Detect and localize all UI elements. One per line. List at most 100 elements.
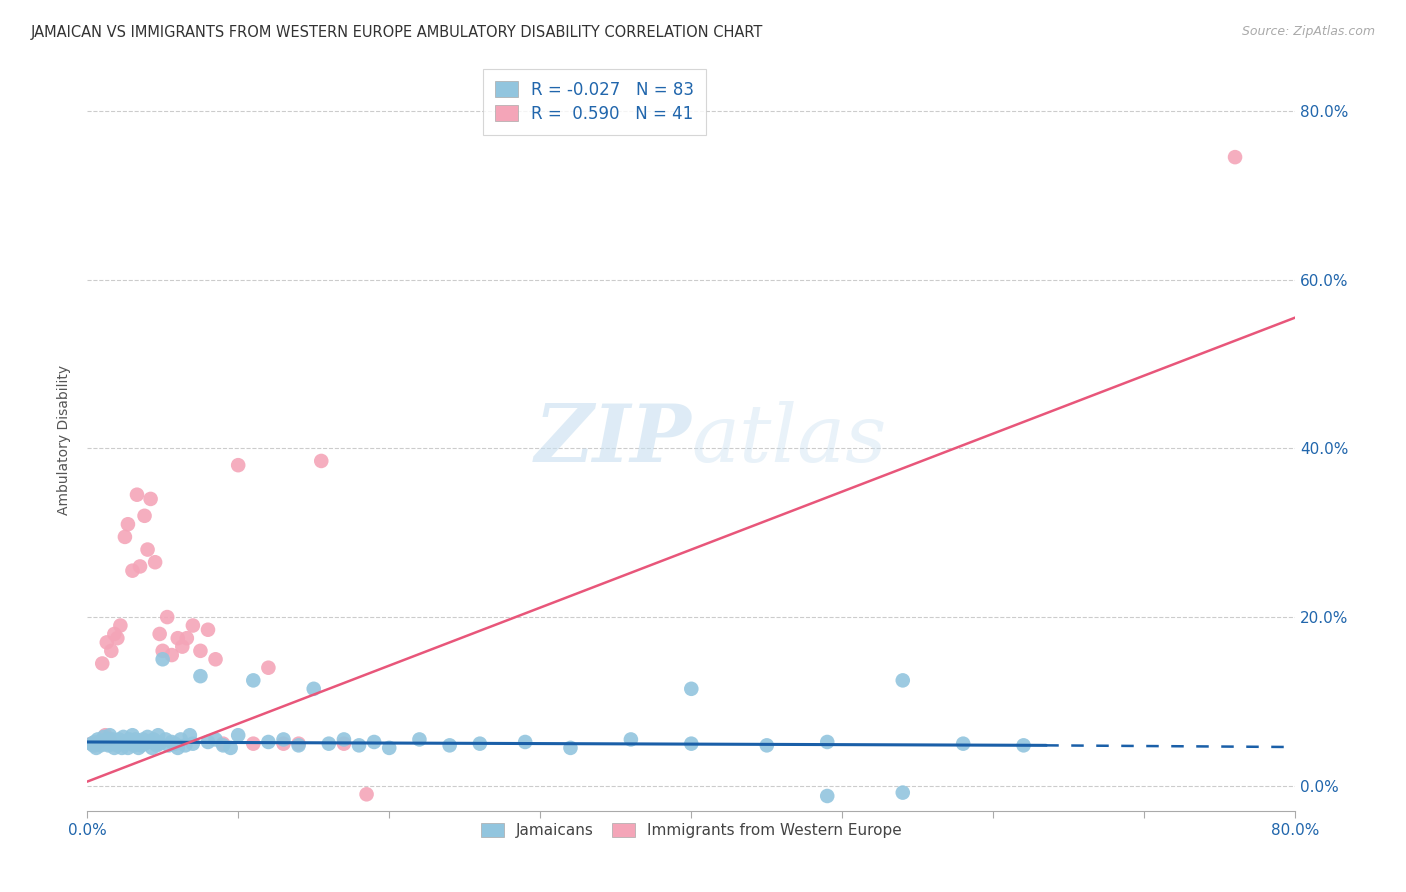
Point <box>149 737 172 751</box>
Point <box>515 735 537 749</box>
Point <box>273 732 295 747</box>
Point <box>333 732 356 747</box>
Point <box>181 737 204 751</box>
Point <box>82 739 104 753</box>
Point <box>155 732 177 747</box>
Point <box>104 735 127 749</box>
Point <box>287 739 309 753</box>
Point <box>952 737 974 751</box>
Point <box>94 737 117 751</box>
Text: JAMAICAN VS IMMIGRANTS FROM WESTERN EUROPE AMBULATORY DISABILITY CORRELATION CHA: JAMAICAN VS IMMIGRANTS FROM WESTERN EURO… <box>31 25 763 40</box>
Point <box>100 644 122 658</box>
Point <box>152 644 174 658</box>
Point <box>181 618 204 632</box>
Point <box>103 740 125 755</box>
Point <box>117 740 139 755</box>
Point <box>190 669 212 683</box>
Point <box>560 740 582 755</box>
Point <box>84 740 107 755</box>
Point <box>176 631 198 645</box>
Point <box>115 735 138 749</box>
Point <box>111 740 134 755</box>
Point <box>98 728 121 742</box>
Point <box>100 737 122 751</box>
Point <box>105 631 128 645</box>
Point <box>378 740 401 755</box>
Point <box>156 610 179 624</box>
Point <box>333 737 356 751</box>
Point <box>134 737 156 751</box>
Point <box>131 739 153 753</box>
Point <box>212 737 235 751</box>
Point <box>142 732 165 747</box>
Legend: Jamaicans, Immigrants from Western Europe: Jamaicans, Immigrants from Western Europ… <box>475 817 908 845</box>
Point <box>219 740 242 755</box>
Point <box>80 737 103 751</box>
Point <box>143 555 166 569</box>
Point <box>134 508 156 523</box>
Text: atlas: atlas <box>692 401 887 479</box>
Point <box>273 737 295 751</box>
Point <box>125 488 148 502</box>
Point <box>1012 739 1035 753</box>
Point <box>190 644 212 658</box>
Point <box>110 737 132 751</box>
Point <box>129 559 152 574</box>
Point <box>110 618 132 632</box>
Point <box>318 737 340 751</box>
Point <box>755 739 778 753</box>
Point <box>257 735 280 749</box>
Point <box>302 681 325 696</box>
Point <box>408 732 430 747</box>
Point <box>160 648 183 662</box>
Point <box>93 730 115 744</box>
Point <box>174 739 197 753</box>
Point <box>166 740 188 755</box>
Point <box>363 735 385 749</box>
Point <box>179 728 201 742</box>
Point <box>204 732 226 747</box>
Point <box>87 732 110 747</box>
Point <box>141 740 163 755</box>
Point <box>439 739 461 753</box>
Point <box>121 564 143 578</box>
Point <box>163 737 186 751</box>
Point <box>468 737 491 751</box>
Point <box>83 739 105 753</box>
Point <box>114 737 136 751</box>
Point <box>91 657 114 671</box>
Point <box>242 737 264 751</box>
Point <box>112 730 135 744</box>
Point <box>124 732 146 747</box>
Point <box>83 735 105 749</box>
Point <box>96 635 118 649</box>
Point <box>117 517 139 532</box>
Point <box>122 739 145 753</box>
Point <box>356 787 378 801</box>
Point <box>166 631 188 645</box>
Point <box>170 732 193 747</box>
Point <box>121 728 143 742</box>
Point <box>139 491 162 506</box>
Point <box>681 681 703 696</box>
Point <box>114 530 136 544</box>
Point <box>172 640 194 654</box>
Text: ZIP: ZIP <box>534 401 692 479</box>
Point <box>91 735 114 749</box>
Point <box>96 732 118 747</box>
Point <box>136 730 159 744</box>
Point <box>309 454 332 468</box>
Point <box>204 652 226 666</box>
Point <box>80 737 103 751</box>
Point <box>98 732 121 747</box>
Point <box>94 728 117 742</box>
Point <box>145 739 167 753</box>
Point <box>129 735 152 749</box>
Point <box>105 739 128 753</box>
Point <box>101 732 124 747</box>
Point <box>149 627 172 641</box>
Point <box>136 542 159 557</box>
Point <box>90 739 112 753</box>
Point <box>226 458 249 472</box>
Point <box>157 739 180 753</box>
